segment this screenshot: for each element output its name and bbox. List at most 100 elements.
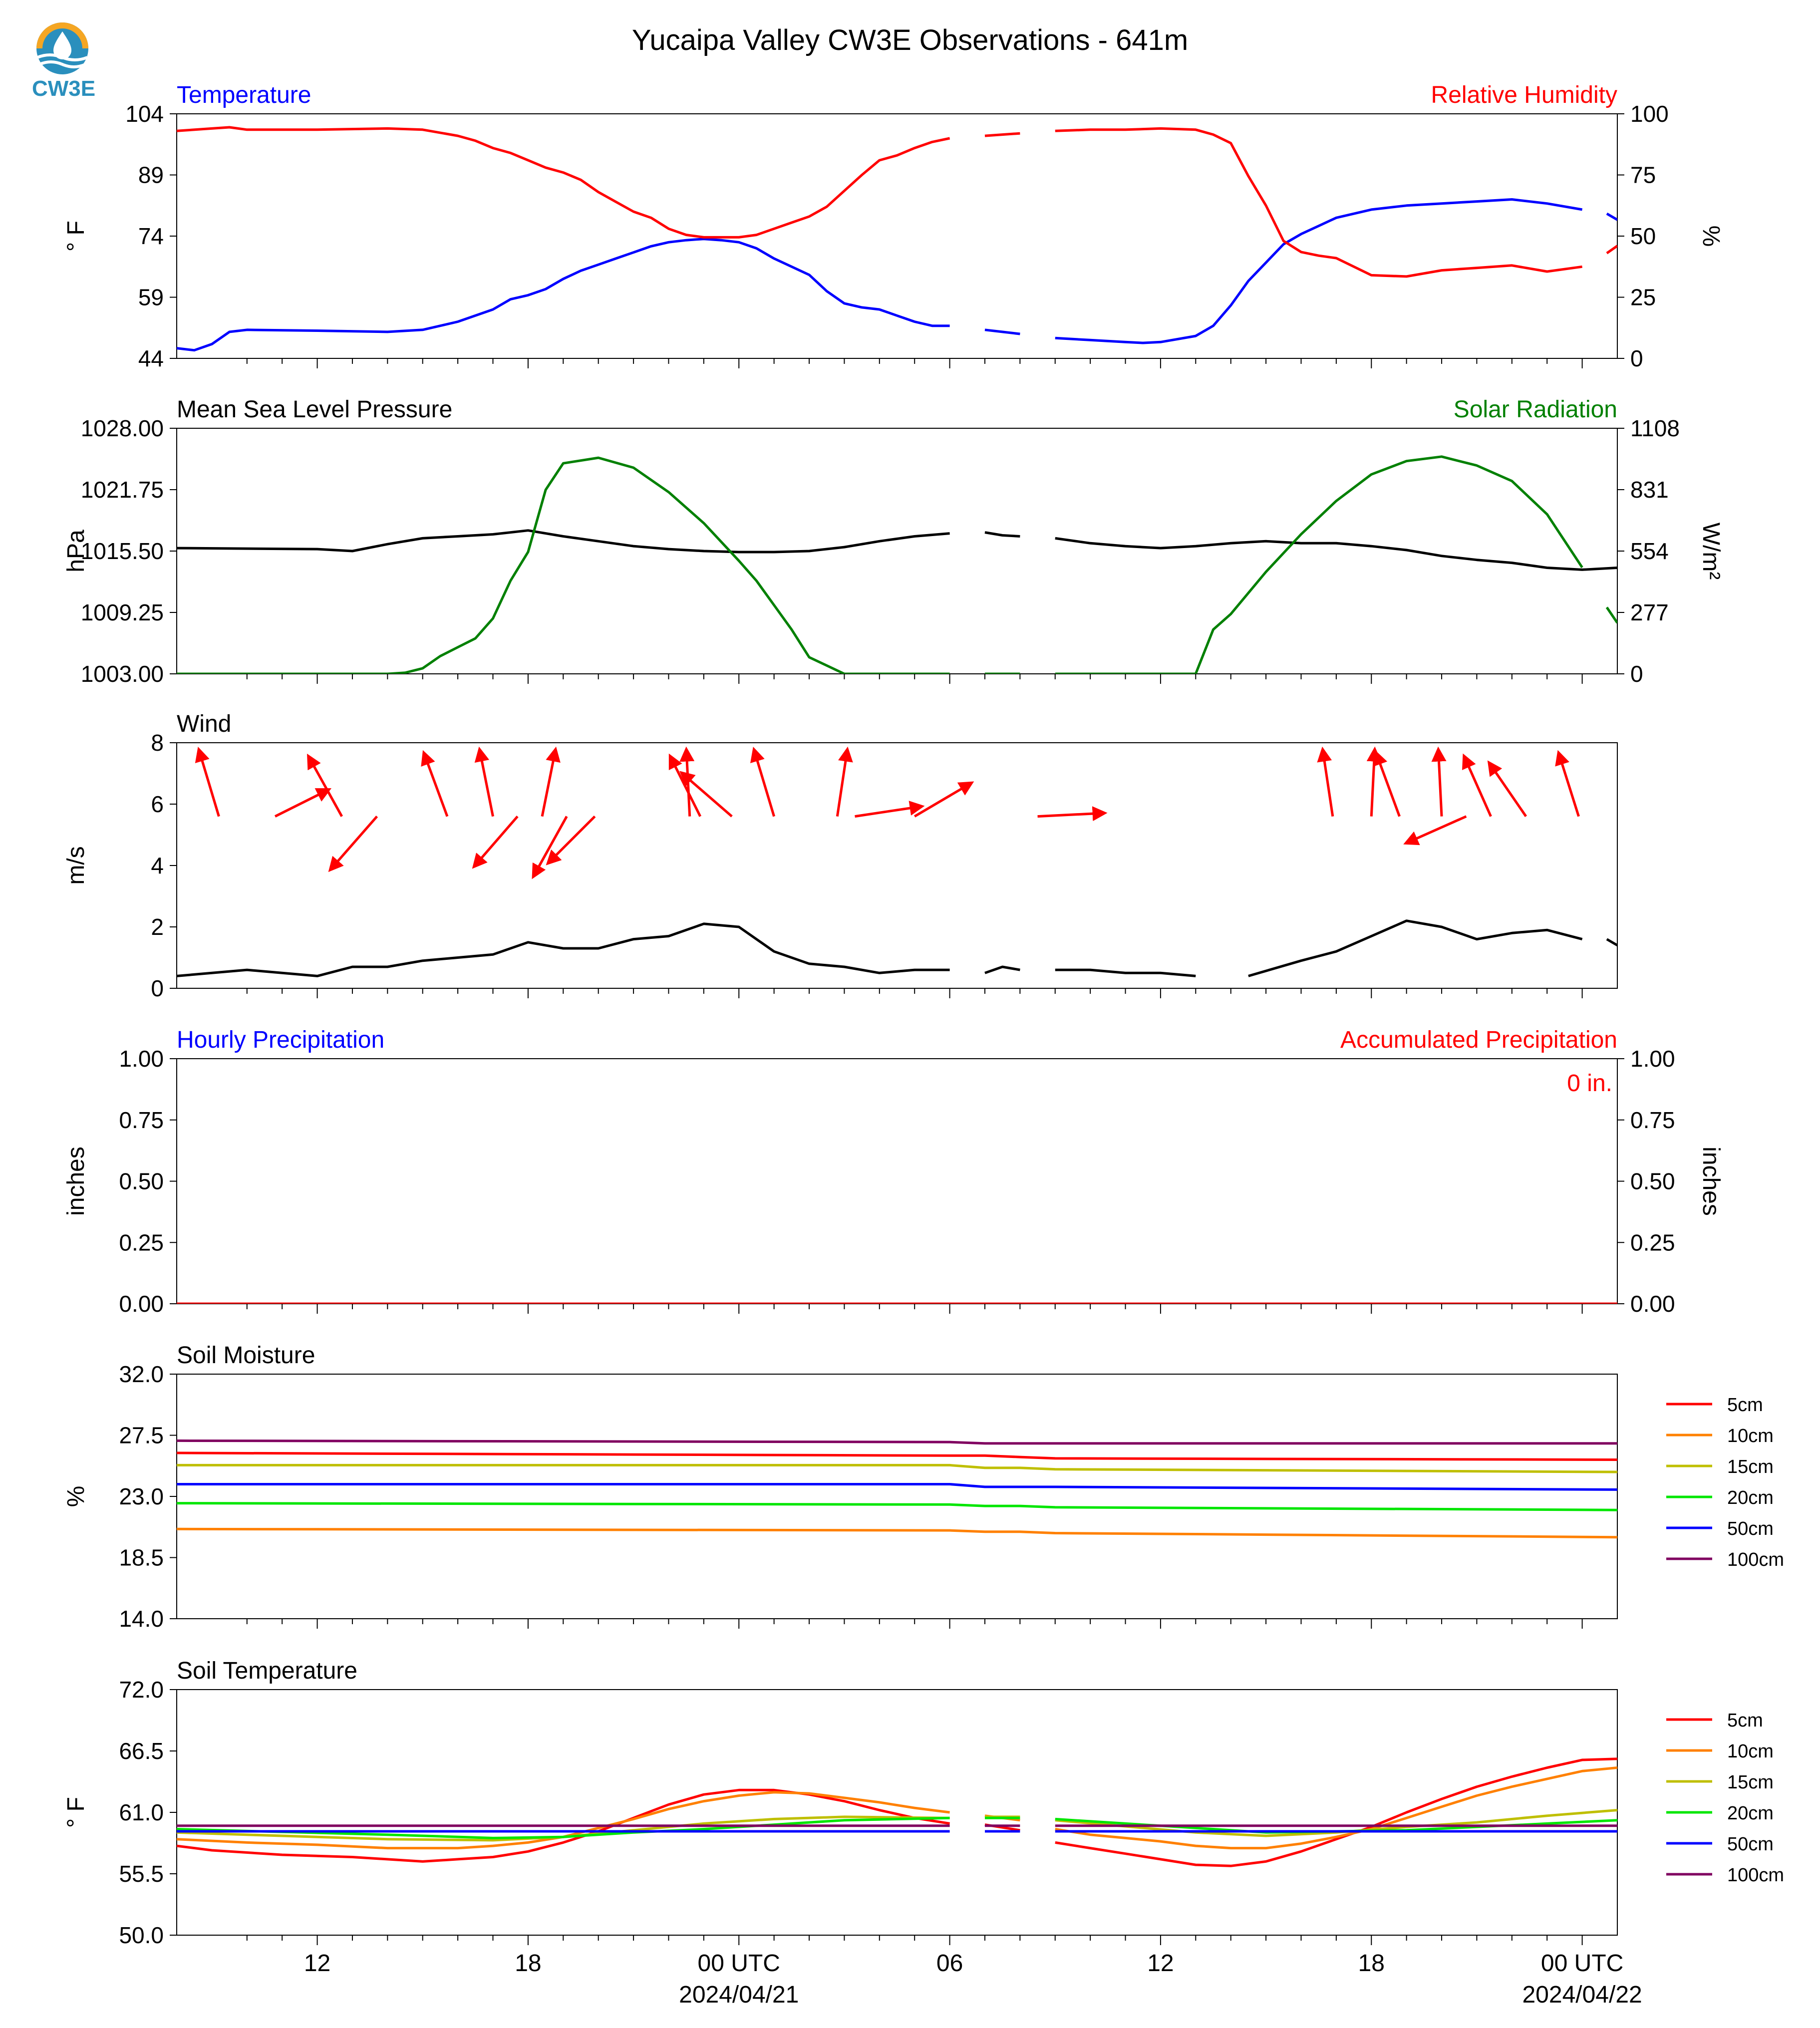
y-tick-label-left: 61.0 (119, 1799, 164, 1825)
legend-label: 5cm (1727, 1395, 1763, 1416)
series-line-solar-radiation (1055, 455, 1583, 674)
wind-arrow (274, 788, 332, 818)
figure-title: Yucaipa Valley CW3E Observations - 641m (632, 24, 1188, 56)
y-tick-label-right: 0.00 (1630, 1291, 1675, 1317)
legend-label: 10cm (1727, 1426, 1774, 1447)
y-axis-label-right: % (1698, 226, 1724, 247)
series-line-wind (177, 922, 950, 977)
y-tick-label-left: 0.00 (119, 1291, 164, 1317)
y-axis-label-left: inches (63, 1147, 89, 1216)
plot-area (177, 455, 1617, 674)
cw3e-logo-icon (36, 22, 88, 74)
y-tick-label-right: 50 (1630, 223, 1656, 249)
panel-1: Temperature Relative Humidity 44 59 74 89 104 0… (63, 82, 1724, 371)
y-tick-label-left: 0 (151, 975, 164, 1001)
panel-title-right: Relative Humidity (1431, 82, 1617, 108)
logo-text: CW3E (31, 76, 96, 101)
y-axis-label-left: hPa (63, 530, 89, 573)
wind-arrow (668, 753, 702, 817)
accumulated-annotation: 0 in. (1567, 1070, 1612, 1097)
x-tick-label: 06 (936, 1950, 963, 1977)
legend-label: 20cm (1727, 1487, 1774, 1508)
panel-5: Soil Moisture 14.0 18.5 23.0 27.5 32.0% 5cm 10c… (63, 1342, 1784, 1632)
y-tick-label-left: 1028.00 (81, 415, 164, 441)
series-line-temperature (177, 238, 950, 352)
wind-arrow (679, 771, 733, 818)
y-tick-label-right: 831 (1630, 477, 1669, 503)
y-tick-label-right: 0.75 (1630, 1107, 1675, 1133)
y-tick-label-left: 6 (151, 791, 164, 817)
panel-3: Wind 0 2 4 6 8 m/s (63, 711, 1618, 1001)
series-line-15cm (177, 1463, 1617, 1473)
legend-label: 15cm (1727, 1456, 1774, 1477)
y-axis-label-right: W/m² (1698, 523, 1724, 580)
y-tick-label-left: 1.00 (119, 1046, 164, 1072)
panel-title-right: Accumulated Precipitation (1340, 1027, 1617, 1053)
legend-label: 50cm (1727, 1834, 1774, 1855)
y-tick-label-right: 25 (1630, 285, 1656, 310)
wind-arrow (541, 746, 561, 817)
plot-area (177, 1439, 1617, 1539)
series-line-temperature (984, 328, 1020, 335)
y-tick-label-left: 27.5 (119, 1423, 164, 1449)
x-date-label: 2024/04/22 (1522, 1982, 1642, 2008)
wind-arrow (421, 750, 449, 817)
x-tick-label: 00 UTC (698, 1950, 780, 1977)
wind-arrow (1555, 750, 1580, 817)
y-tick-label-left: 2 (151, 914, 164, 940)
legend-label: 50cm (1727, 1518, 1774, 1539)
legend-label: 10cm (1727, 1741, 1774, 1762)
wind-arrow (750, 747, 776, 817)
panel-frame (176, 428, 1618, 674)
x-tick-label: 18 (1358, 1950, 1385, 1977)
series-line-10cm (1055, 1766, 1617, 1850)
legend-label: 5cm (1727, 1710, 1763, 1731)
wind-arrow (328, 815, 378, 872)
series-line-wind (1606, 938, 1617, 947)
wind-arrow (855, 801, 925, 818)
series-line-relative-humidity (984, 132, 1020, 137)
series-line-10cm (177, 1791, 950, 1850)
legend-label: 15cm (1727, 1772, 1774, 1793)
series-line-wind (1055, 968, 1196, 977)
series-line-solar-radiation (1605, 606, 1617, 624)
series-line-relative-humidity (1055, 127, 1582, 278)
series-line-5cm (1055, 1757, 1617, 1867)
wind-arrow (1317, 746, 1334, 817)
y-tick-label-left: 1021.75 (81, 477, 164, 503)
y-tick-label-left: 74 (138, 223, 164, 249)
panel-title-left: Temperature (177, 82, 311, 108)
panel-frame (176, 1058, 1618, 1304)
wind-arrow (913, 781, 974, 818)
panel-title-left: Hourly Precipitation (177, 1027, 384, 1053)
panel-6: Soil Temperature 50.0 55.5 61.0 66.5 72.0 ° F 5… (63, 1658, 1784, 1948)
wind-arrow (1462, 753, 1492, 817)
plot-area (177, 126, 1617, 352)
series-line-5cm (177, 1451, 1617, 1461)
wind-arrow (1373, 750, 1401, 817)
wind-arrow (1403, 815, 1467, 846)
wind-arrow (1037, 806, 1108, 822)
series-line-100cm (177, 1439, 1617, 1445)
y-tick-label-left: 18.5 (119, 1545, 164, 1571)
wind-arrow (1431, 746, 1447, 817)
y-tick-label-left: 1015.50 (81, 538, 164, 564)
series-line-wind (984, 965, 1020, 974)
panel-2: Mean Sea Level Pressure Solar Radiation 10… (63, 396, 1724, 687)
time-axis-labels: 12 18 00 UTC 2024/04/21 06 12 18 00 UTC 2024/04/… (304, 1950, 1642, 2008)
legend-label: 100cm (1727, 1865, 1784, 1886)
series-line-50cm (177, 1483, 1617, 1491)
panel-title-right: Solar Radiation (1454, 396, 1617, 423)
series-line-mean-sea-level-pressure (1055, 537, 1617, 571)
wind-arrow (1366, 746, 1382, 817)
y-tick-label-left: 4 (151, 853, 164, 878)
y-tick-label-left: 50.0 (119, 1922, 164, 1948)
y-axis-label-right: inches (1698, 1147, 1724, 1216)
y-tick-label-left: 32.0 (119, 1361, 164, 1387)
y-tick-label-right: 0.25 (1630, 1229, 1675, 1255)
panel-title-left: Soil Moisture (177, 1342, 315, 1369)
panel-frame (176, 1374, 1618, 1619)
series-line-20cm (177, 1502, 1617, 1511)
panel-title-left: Mean Sea Level Pressure (177, 396, 452, 423)
